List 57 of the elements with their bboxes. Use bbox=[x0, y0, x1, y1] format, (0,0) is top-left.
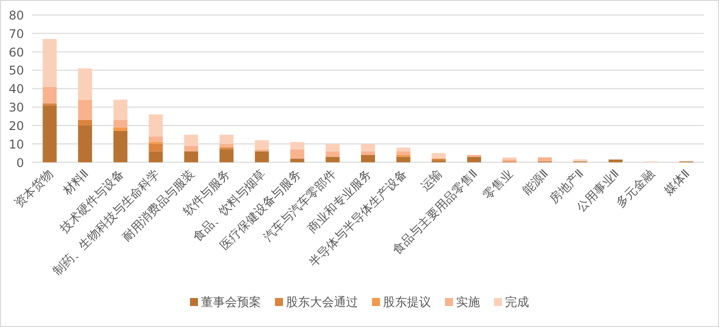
bar bbox=[184, 146, 198, 152]
bar bbox=[361, 154, 375, 162]
bar bbox=[78, 125, 92, 162]
bar bbox=[220, 134, 234, 144]
bar bbox=[78, 100, 92, 120]
bar bbox=[361, 151, 375, 155]
x-tick-label: 媒体Ⅱ bbox=[661, 166, 692, 198]
y-tick-label: 40 bbox=[8, 82, 24, 96]
bar bbox=[78, 68, 92, 100]
legend-label: 董事会预案 bbox=[201, 295, 261, 309]
bar bbox=[148, 114, 163, 137]
legend-label: 实施 bbox=[456, 295, 480, 309]
x-tick-label: 运输 bbox=[418, 166, 445, 194]
x-tick-label: 能源Ⅱ bbox=[520, 166, 551, 198]
bar bbox=[113, 131, 128, 162]
bar bbox=[254, 151, 269, 162]
y-tick-label: 50 bbox=[8, 64, 24, 78]
bar bbox=[113, 120, 128, 128]
y-tick-label: 10 bbox=[8, 137, 24, 152]
bar bbox=[220, 149, 234, 162]
bar bbox=[42, 105, 57, 162]
bar bbox=[432, 153, 446, 159]
bar bbox=[467, 156, 482, 162]
bar bbox=[113, 100, 128, 120]
y-tick-label: 20 bbox=[8, 118, 24, 133]
legend-label: 股东大会通过 bbox=[286, 295, 358, 309]
bar bbox=[608, 160, 623, 162]
bar bbox=[42, 38, 57, 87]
bar bbox=[396, 151, 410, 155]
bar bbox=[254, 140, 269, 150]
bar bbox=[42, 86, 57, 104]
bar bbox=[326, 156, 340, 162]
bar bbox=[396, 156, 410, 162]
y-tick-label: 30 bbox=[8, 100, 24, 115]
y-tick-label: 60 bbox=[8, 45, 24, 60]
y-tick-label: 80 bbox=[8, 8, 24, 22]
bar bbox=[148, 136, 163, 142]
bar bbox=[113, 127, 128, 131]
bar bbox=[290, 142, 304, 150]
legend-label: 完成 bbox=[505, 295, 529, 309]
bar bbox=[361, 144, 375, 152]
bar bbox=[290, 149, 304, 159]
legend-label: 股东提议 bbox=[383, 295, 431, 309]
bar bbox=[78, 120, 92, 126]
bar bbox=[326, 144, 340, 152]
bar bbox=[326, 151, 340, 157]
bar bbox=[538, 157, 552, 162]
x-tick-label: 零售业 bbox=[480, 166, 516, 202]
bar bbox=[502, 157, 516, 160]
bar bbox=[290, 158, 304, 162]
bar bbox=[184, 134, 198, 146]
bar bbox=[148, 151, 163, 162]
bar bbox=[396, 148, 410, 152]
bar bbox=[184, 151, 198, 162]
bar bbox=[220, 144, 234, 148]
bar bbox=[148, 144, 163, 152]
y-tick-label: 70 bbox=[8, 26, 24, 41]
